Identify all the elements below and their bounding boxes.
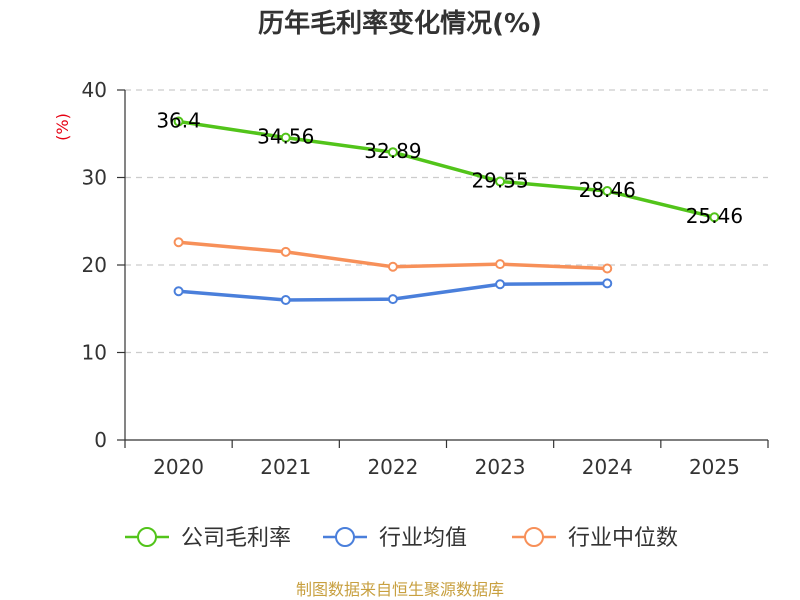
data-point [173,237,184,248]
data-label: 28.46 [579,178,636,202]
data-point [280,132,291,143]
legend-label: 行业均值 [379,526,467,551]
data-point [387,294,398,305]
legend-label: 行业中位数 [568,526,678,551]
data-point [387,147,398,158]
data-point [495,176,506,187]
data-point [280,295,291,305]
legend-item[interactable]: 行业均值 [323,526,467,551]
y-tick-label: 30 [82,166,107,190]
data-labels: 36.4 34.56 32.89 29.55 28.46 25.46 [156,109,743,229]
axes: 0 10 20 30 40 2020 2021 2022 2023 2024 2025 [82,78,769,479]
y-tick-label: 20 [82,253,107,277]
legend-marker [137,527,157,547]
data-point [709,212,720,223]
legend-marker [335,527,355,547]
x-tick-label: 2022 [367,455,418,479]
x-tick-label: 2023 [475,455,526,479]
data-point [173,286,184,297]
legend[interactable]: 公司毛利率 行业均值 行业中位数 [125,526,678,551]
x-tick-label: 2025 [689,455,740,479]
data-label: 34.56 [257,125,314,149]
series-layer [173,116,720,305]
x-tick-label: 2020 [153,455,204,479]
data-point [173,116,184,127]
data-point [387,261,398,272]
x-tick-label: 2024 [582,455,633,479]
y-tick-label: 0 [94,428,107,452]
source-note: 制图数据来自恒生聚源数据库 [296,580,504,599]
legend-marker [524,527,544,547]
y-tick-label: 10 [82,341,107,365]
data-point [602,278,613,289]
legend-item[interactable]: 公司毛利率 [125,526,291,551]
data-point [280,246,291,257]
data-point [602,185,613,196]
y-axis-unit-label: (%) [53,113,72,141]
chart-title: 历年毛利率变化情况(%) [258,8,542,39]
data-label: 32.89 [364,139,421,163]
data-point [495,259,506,270]
series-line [176,119,717,219]
data-point [495,279,506,290]
data-label: 29.55 [471,168,528,192]
legend-item[interactable]: 行业中位数 [512,526,678,551]
x-tick-label: 2021 [260,455,311,479]
data-label: 25.46 [686,204,743,228]
data-point [602,263,613,274]
data-label: 36.4 [156,109,201,133]
y-tick-label: 40 [82,78,107,102]
legend-label: 公司毛利率 [181,526,291,551]
